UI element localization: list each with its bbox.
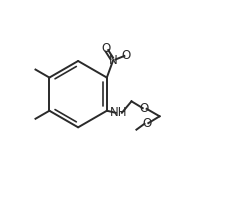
Text: NH: NH bbox=[110, 106, 127, 119]
Text: O: O bbox=[140, 102, 149, 115]
Text: O: O bbox=[122, 49, 131, 62]
Text: N: N bbox=[109, 54, 117, 67]
Text: O: O bbox=[101, 42, 110, 55]
Text: O: O bbox=[142, 117, 151, 130]
